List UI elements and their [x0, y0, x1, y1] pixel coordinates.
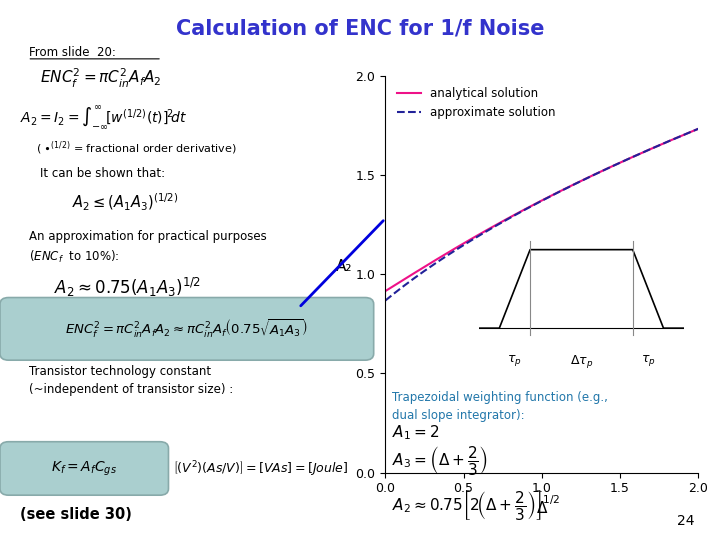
- Text: An approximation for practical purposes: An approximation for practical purposes: [29, 230, 266, 244]
- Text: ( $\bullet^{(1/2)}$ = fractional order derivative): ( $\bullet^{(1/2)}$ = fractional order d…: [36, 139, 237, 157]
- analytical solution: [436, 254, 445, 260]
- analytical solution: [590, 171, 599, 178]
- approximate solution: [694, 125, 703, 132]
- Text: $A_2 \approx 0.75\left[2\!\left(\Delta + \dfrac{2}{3}\right)\right]^{1/2}$: $A_2 \approx 0.75\left[2\!\left(\Delta +…: [392, 488, 561, 522]
- X-axis label: Δ: Δ: [536, 501, 547, 516]
- Line: approximate solution: approximate solution: [385, 129, 698, 300]
- Text: $\left[\left(V^2\right)(As/V)\right] = [VAs] = [Joule]$: $\left[\left(V^2\right)(As/V)\right] = […: [173, 459, 348, 478]
- Line: analytical solution: analytical solution: [385, 129, 698, 291]
- FancyBboxPatch shape: [0, 298, 374, 360]
- Text: From slide  20:: From slide 20:: [29, 45, 116, 59]
- Text: $\Delta\tau_p$: $\Delta\tau_p$: [570, 353, 593, 370]
- Text: (see slide 30): (see slide 30): [20, 508, 132, 523]
- Text: $ENC_f^2 = \pi C_{in}^2 A_f A_2 \approx \pi C_{in}^2 A_f \left(0.75\sqrt{A_1 A_3: $ENC_f^2 = \pi C_{in}^2 A_f A_2 \approx …: [66, 318, 308, 340]
- Text: $ENC_f^2 = \pi C_{in}^2 A_f A_2$: $ENC_f^2 = \pi C_{in}^2 A_f A_2$: [40, 67, 161, 90]
- Text: Calculation of ENC for 1/f Noise: Calculation of ENC for 1/f Noise: [176, 19, 544, 39]
- Text: $A_1 = 2$: $A_1 = 2$: [392, 423, 440, 442]
- Text: $K_f = A_f C_{gs}$: $K_f = A_f C_{gs}$: [51, 460, 117, 477]
- Text: $A_2 \approx 0.75\left(A_1 A_3\right)^{1/2}$: $A_2 \approx 0.75\left(A_1 A_3\right)^{1…: [54, 276, 201, 299]
- Text: $A_2 = I_2 = \int_{-\infty}^{\infty}\!\left[w^{(1/2)}(t)\right]^{\!2}\!dt$: $A_2 = I_2 = \int_{-\infty}^{\infty}\!\l…: [20, 104, 187, 131]
- Text: (~independent of transistor size) :: (~independent of transistor size) :: [29, 383, 233, 396]
- analytical solution: [694, 125, 703, 132]
- Y-axis label: A₂: A₂: [336, 259, 353, 274]
- Text: ($ENC_f$  to 10%):: ($ENC_f$ to 10%):: [29, 249, 120, 265]
- Text: $A_3 = \left(\Delta + \dfrac{2}{3}\right)$: $A_3 = \left(\Delta + \dfrac{2}{3}\right…: [392, 444, 488, 477]
- analytical solution: [617, 159, 626, 165]
- Text: $\tau_p$: $\tau_p$: [641, 353, 655, 368]
- Text: Transistor technology constant: Transistor technology constant: [29, 365, 211, 379]
- analytical solution: [381, 288, 390, 294]
- Text: $\tau_p$: $\tau_p$: [508, 353, 522, 368]
- approximate solution: [523, 205, 531, 212]
- Text: dual slope integrator):: dual slope integrator):: [392, 408, 525, 422]
- Text: 24: 24: [678, 514, 695, 528]
- approximate solution: [381, 297, 390, 303]
- analytical solution: [565, 183, 574, 190]
- analytical solution: [462, 239, 470, 245]
- approximate solution: [590, 171, 599, 178]
- FancyBboxPatch shape: [0, 442, 168, 495]
- approximate solution: [436, 256, 445, 263]
- approximate solution: [462, 240, 470, 247]
- analytical solution: [523, 205, 531, 212]
- approximate solution: [565, 183, 574, 190]
- Text: $A_2 \leq \left(A_1 A_3\right)^{(1/2)}$: $A_2 \leq \left(A_1 A_3\right)^{(1/2)}$: [72, 192, 179, 213]
- Text: It can be shown that:: It can be shown that:: [40, 167, 165, 180]
- Legend: analytical solution, approximate solution: analytical solution, approximate solutio…: [391, 82, 562, 125]
- Text: Trapezoidal weighting function (e.g.,: Trapezoidal weighting function (e.g.,: [392, 390, 608, 404]
- approximate solution: [617, 159, 626, 165]
